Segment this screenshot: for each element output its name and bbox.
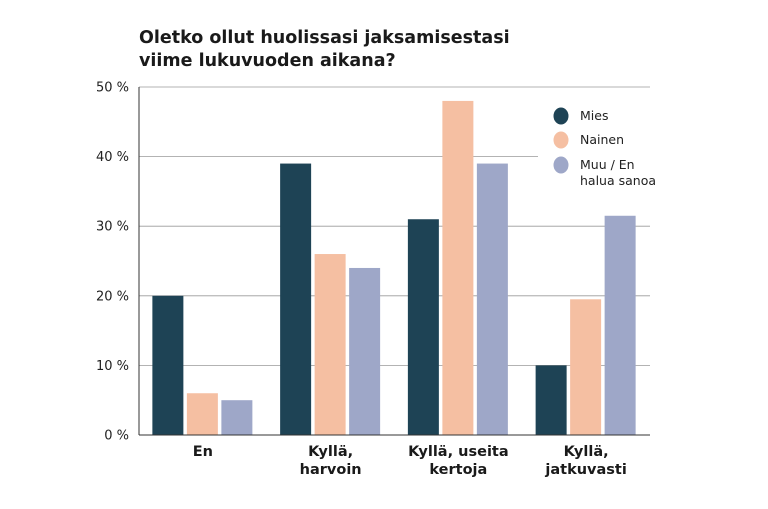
bar <box>152 295 184 435</box>
bar <box>186 393 218 435</box>
legend-label: halua sanoa <box>580 173 656 188</box>
legend-swatch <box>553 107 569 125</box>
bar <box>442 100 474 436</box>
y-tick-label: 40 % <box>96 150 129 165</box>
x-category-label: Kyllä, useita <box>408 444 509 460</box>
bar <box>604 215 636 435</box>
bar <box>221 400 253 435</box>
x-category-label: kertoja <box>429 462 487 478</box>
y-tick-label: 10 % <box>96 359 129 374</box>
bar <box>476 163 508 435</box>
legend-label: Nainen <box>580 132 624 147</box>
chart-title-line-2: viime lukuvuoden aikana? <box>139 51 396 71</box>
y-tick-label: 20 % <box>96 289 129 304</box>
legend-swatch <box>553 156 569 174</box>
bar <box>349 267 381 435</box>
x-category-label: jatkuvasti <box>544 462 626 478</box>
x-category-label: harvoin <box>300 462 362 478</box>
y-tick-label: 50 % <box>96 81 129 96</box>
bar <box>570 299 602 435</box>
bar <box>535 365 567 435</box>
bar <box>280 163 312 435</box>
chart-title: Oletko ollut huolissasi jaksamisestasi v… <box>139 27 559 73</box>
y-tick-label: 0 % <box>104 429 129 444</box>
bar <box>314 254 346 435</box>
chart-title-line-1: Oletko ollut huolissasi jaksamisestasi <box>139 28 510 48</box>
x-category-label: Kyllä, <box>308 444 353 460</box>
y-tick-label: 30 % <box>96 220 129 235</box>
bar <box>407 219 439 435</box>
x-category-label: Kyllä, <box>564 444 609 460</box>
legend-swatch <box>553 131 569 149</box>
x-category-label: En <box>193 444 213 460</box>
legend-label: Mies <box>580 108 608 123</box>
legend-label: Muu / En <box>580 157 635 172</box>
